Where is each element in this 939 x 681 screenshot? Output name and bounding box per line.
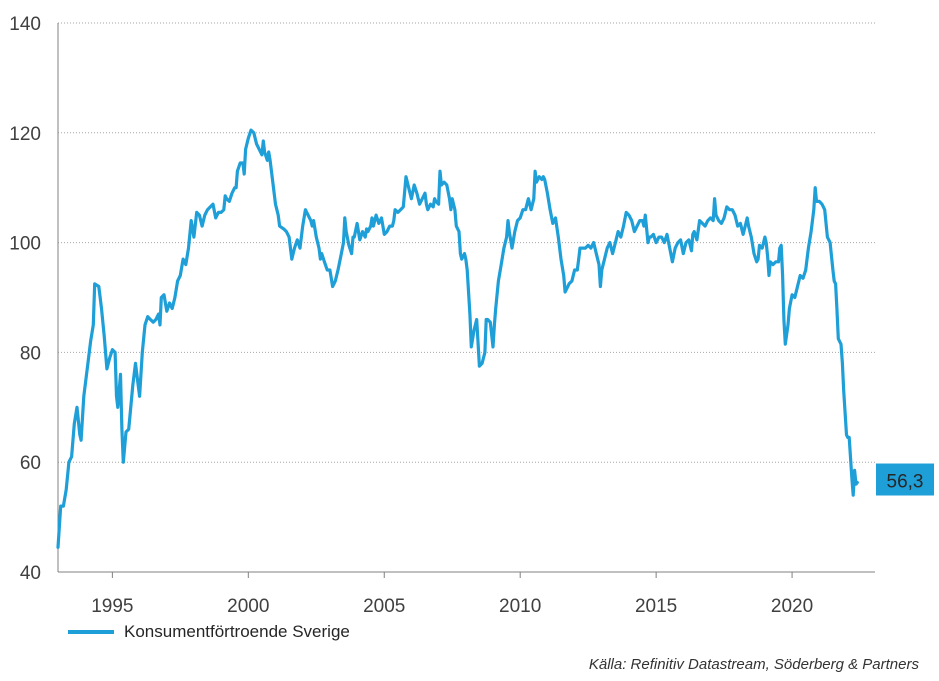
y-tick-label-100: 100 [9, 234, 41, 255]
legend-label: Konsumentförtroende Sverige [124, 622, 350, 641]
y-tick-label-60: 60 [20, 453, 41, 474]
y-tick-label-120: 120 [9, 124, 41, 145]
last-value-box [876, 463, 934, 496]
axes [57, 23, 875, 578]
y-tick-labels: 40 60 80 100 120 140 [9, 14, 41, 584]
x-tick-label-2005: 2005 [363, 596, 405, 617]
source-note: Källa: Refinitiv Datastream, Söderberg &… [588, 656, 919, 673]
x-tick-label-2015: 2015 [635, 596, 677, 617]
x-tick-labels: 1995 2000 2005 2010 2015 2020 [91, 596, 813, 617]
y-tick-label-40: 40 [20, 563, 41, 584]
x-tick-label-2000: 2000 [227, 596, 269, 617]
x-tick-label-1995: 1995 [91, 596, 133, 617]
x-tick-label-2020: 2020 [771, 596, 813, 617]
legend-swatch [68, 630, 114, 634]
legend: Konsumentförtroende Sverige [68, 622, 350, 642]
last-value-text: 56,3 [887, 472, 924, 493]
series-line-0 [56, 128, 859, 549]
y-tick-label-140: 140 [9, 14, 41, 35]
x-tick-label-2010: 2010 [499, 596, 541, 617]
grid-lines [58, 22, 875, 463]
series-layer [56, 128, 859, 549]
y-tick-label-80: 80 [20, 343, 41, 364]
last-value-callout: 56,3 [876, 463, 934, 496]
